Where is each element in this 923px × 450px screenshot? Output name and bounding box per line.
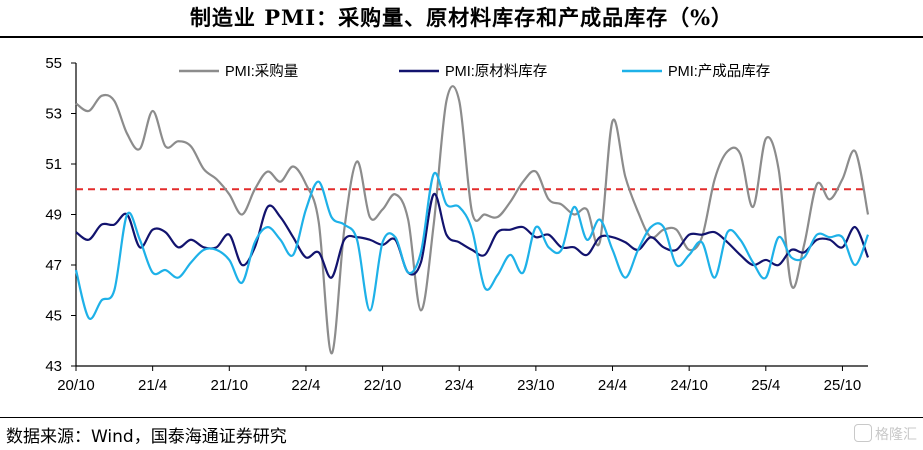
- source-note: 数据来源：Wind，国泰海通证券研究: [6, 427, 287, 447]
- x-tick-label: 25/4: [751, 377, 780, 394]
- series-line-purchase: [75, 85, 870, 355]
- watermark-logo-icon: [854, 424, 872, 442]
- legend-item-finished-inventory: PMI:产成品库存: [622, 63, 770, 80]
- x-tick-label: 24/10: [670, 377, 708, 394]
- y-tick-label: 55: [45, 55, 62, 72]
- x-tick-label: 21/10: [211, 377, 249, 394]
- x-tick-label: 21/4: [138, 377, 167, 394]
- series-layer: [74, 85, 870, 355]
- chart-title: 制造业 PMI：采购量、原材料库存和产成品库存（%）: [189, 5, 734, 30]
- watermark-text: 格隆汇: [875, 427, 917, 443]
- legend-item-purchase: PMI:采购量: [179, 63, 298, 80]
- y-tick-label: 53: [45, 106, 62, 123]
- y-tick-label: 49: [45, 207, 62, 224]
- chart-axes: 43 45 47 49 51 53 55 20/10 21/4 21/10 22/4 22/10 23/…: [45, 55, 868, 394]
- y-tick-label: 47: [45, 257, 62, 274]
- x-tick-label: 24/4: [598, 377, 627, 394]
- watermark: 格隆汇: [854, 424, 917, 444]
- y-tick-label: 45: [45, 308, 62, 325]
- y-tick-label: 51: [45, 156, 62, 173]
- legend-item-raw-inventory: PMI:原材料库存: [399, 63, 547, 80]
- title-rule: [0, 36, 923, 38]
- source-rule: [0, 417, 923, 418]
- x-tick-label: 22/10: [364, 377, 402, 394]
- x-tick-label: 23/4: [445, 377, 474, 394]
- legend: PMI:采购量 PMI:原材料库存 PMI:产成品库存: [179, 63, 770, 80]
- x-tick-label: 22/4: [291, 377, 320, 394]
- x-tick-label: 25/10: [824, 377, 862, 394]
- series-line-finished-inventory: [74, 171, 870, 321]
- y-tick-label: 43: [45, 358, 62, 375]
- legend-label: PMI:原材料库存: [445, 63, 547, 80]
- x-tick-label: 20/10: [57, 377, 95, 394]
- legend-label: PMI:产成品库存: [668, 63, 770, 80]
- x-tick-label: 23/10: [517, 377, 555, 394]
- legend-label: PMI:采购量: [225, 63, 298, 80]
